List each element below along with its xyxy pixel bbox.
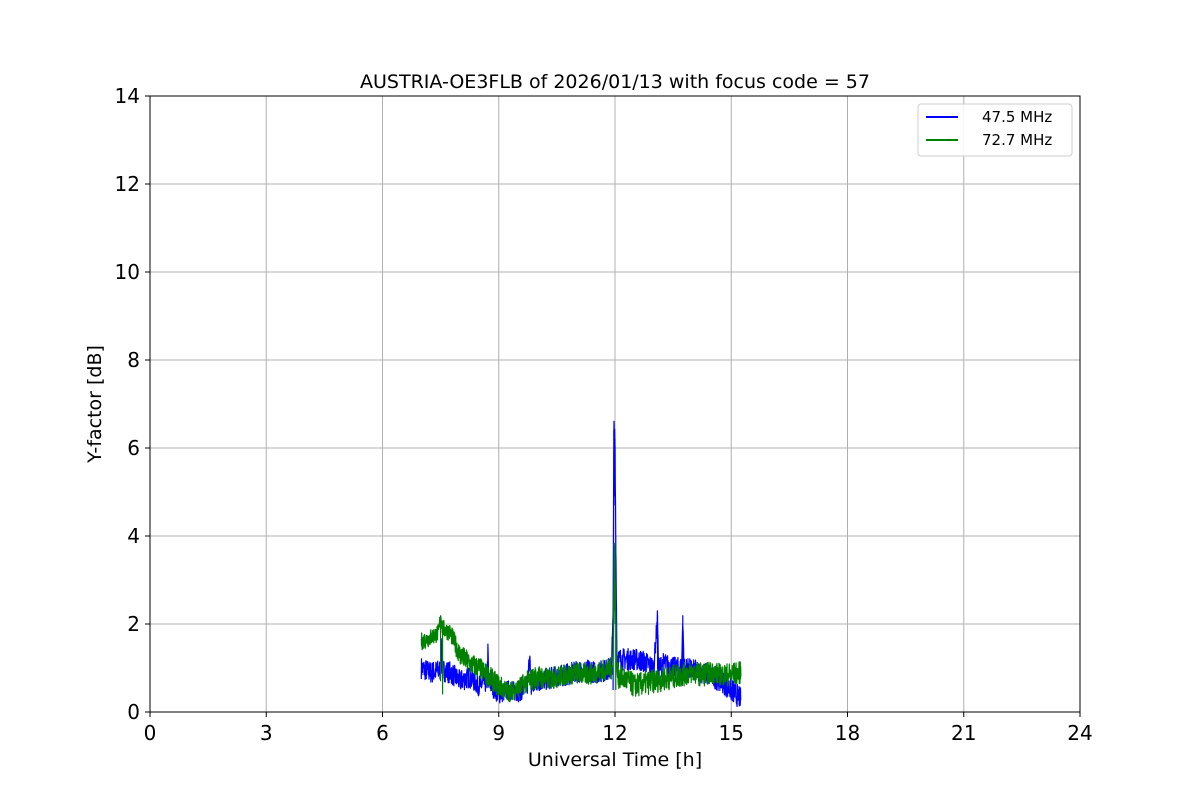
x-tick-label: 24 [1067, 721, 1092, 745]
x-tick-label: 21 [951, 721, 976, 745]
x-tick-label: 0 [144, 721, 157, 745]
x-tick-label: 15 [719, 721, 744, 745]
legend-label-47-5: 47.5 MHz [982, 108, 1052, 126]
x-tick-label: 9 [492, 721, 505, 745]
y-tick-label: 0 [127, 700, 140, 724]
x-tick-label: 18 [835, 721, 860, 745]
x-tick-label: 12 [602, 721, 627, 745]
x-tick-label: 6 [376, 721, 389, 745]
x-axis-label: Universal Time [h] [528, 749, 702, 771]
y-tick-label: 2 [127, 612, 140, 636]
legend-label-72-7: 72.7 MHz [982, 131, 1052, 149]
y-axis-label: Y-factor [dB] [84, 345, 106, 464]
y-tick-label: 10 [115, 260, 140, 284]
y-tick-label: 4 [127, 524, 140, 548]
y-tick-label: 12 [115, 172, 140, 196]
y-tick-label: 14 [115, 84, 140, 108]
legend: 47.5 MHz 72.7 MHz [917, 103, 1073, 157]
series-layer [420, 420, 742, 708]
y-tick-label: 6 [127, 436, 140, 460]
y-tick-label: 8 [127, 348, 140, 372]
chart-title: AUSTRIA-OE3FLB of 2026/01/13 with focus … [360, 71, 870, 93]
x-tick-label: 3 [260, 721, 273, 745]
series-line-1 [420, 542, 742, 703]
